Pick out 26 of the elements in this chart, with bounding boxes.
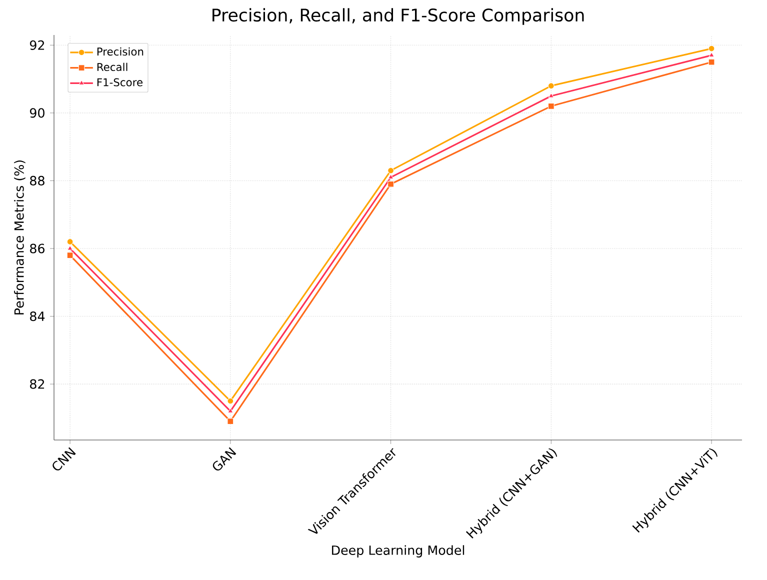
y-tick-label: 90 — [30, 108, 44, 118]
y-axis-title: Performance Metrics (%) — [14, 160, 26, 314]
y-tick-label: 84 — [30, 311, 45, 322]
y-tick-label: 82 — [30, 379, 44, 389]
legend-label: Recall — [97, 62, 128, 72]
y-tick-label: 88 — [30, 176, 44, 186]
point — [227, 418, 234, 425]
point — [548, 82, 554, 90]
point — [708, 58, 715, 66]
point — [388, 167, 394, 174]
point — [548, 102, 554, 110]
point — [388, 180, 394, 188]
y-tick-label: 86 — [30, 244, 44, 254]
chart-title: Precision, Recall, and F1-Score Comparison — [212, 8, 584, 25]
point — [67, 245, 73, 250]
legend-label: Precision — [97, 47, 144, 56]
point — [548, 92, 554, 98]
point — [66, 252, 74, 258]
point — [228, 408, 234, 413]
legend-label: F1-Score — [97, 78, 142, 86]
point — [227, 398, 234, 404]
x-axis-title: Deep Learning Model — [332, 545, 464, 558]
point — [66, 238, 74, 245]
point — [708, 45, 715, 52]
y-tick-label: 92 — [30, 40, 44, 50]
point — [708, 52, 714, 58]
